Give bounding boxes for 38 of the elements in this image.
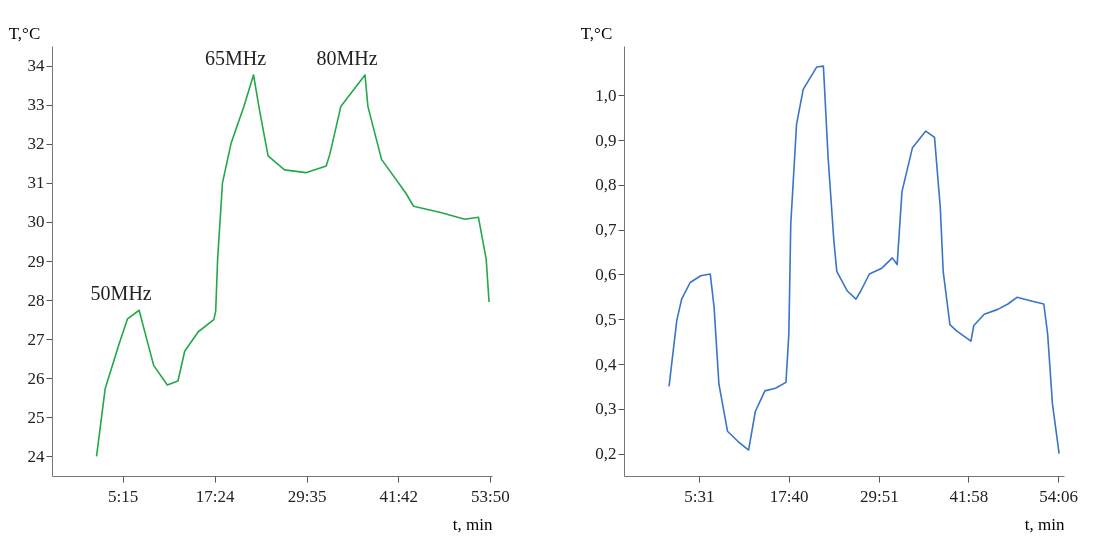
y-tick-label: 0,7 [595,220,617,240]
x-tick-label: 41:58 [949,486,989,506]
y-axis-title: T,°C [8,23,41,43]
y-tick-label: 24 [27,446,45,466]
y-tick-label: 31 [27,173,45,193]
x-tick-label: 41:42 [379,486,419,506]
y-tick-label: 0,8 [595,175,617,195]
annotation: 50MHz [90,282,152,305]
annotation: 80MHz [316,46,378,69]
y-tick-label: 29 [27,251,45,271]
y-tick-label: 0,3 [595,399,617,419]
x-tick-label: 17:40 [769,486,809,506]
y-tick-label: 27 [27,329,45,349]
x-tick-label: 5:15 [108,486,139,506]
y-tick-label: 0,2 [595,444,617,464]
x-tick-label: 29:51 [859,486,899,506]
x-tick-label: 54:06 [1039,486,1079,506]
y-tick-label: 33 [27,95,45,115]
y-tick-label: 25 [27,407,45,427]
x-tick-label: 29:35 [287,486,327,506]
annotation: 65MHz [205,46,267,69]
y-tick-label: 32 [27,134,45,154]
y-tick-label: 30 [27,212,45,232]
y-tick-label: 26 [27,368,45,388]
y-tick-label: 0,5 [595,309,617,329]
x-axis-title: t, min [1024,514,1065,534]
x-tick-label: 53:50 [471,486,510,506]
y-tick-label: 0,9 [595,130,617,150]
y-axis-title: T,°C [580,23,613,43]
y-tick-label: 28 [27,290,45,310]
y-tick-label: 0,6 [595,264,617,284]
y-tick-label: 34 [27,56,45,76]
y-tick-label: 0,4 [595,354,617,374]
x-tick-label: 5:31 [684,486,715,506]
y-tick-label: 1,0 [595,85,617,105]
line-series [668,65,1060,455]
x-tick-label: 17:24 [195,486,235,506]
x-axis-title: t, min [452,514,493,534]
